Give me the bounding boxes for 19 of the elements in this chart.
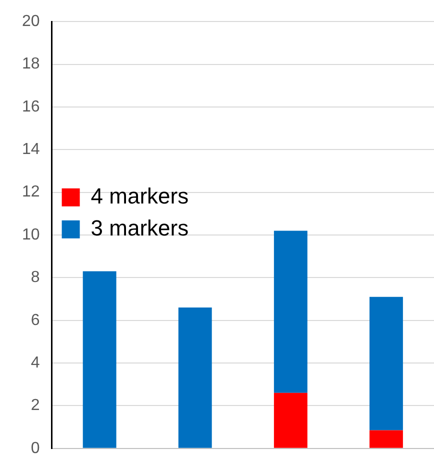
bar (178, 308, 212, 448)
y-tick-label: 8 (30, 269, 40, 286)
y-tick-label: 18 (22, 56, 40, 73)
y-tick-label: 20 (22, 13, 40, 30)
bar (82, 271, 116, 448)
bar (370, 430, 403, 448)
y-tick-label: 0 (30, 440, 40, 457)
y-tick-label: 10 (22, 226, 40, 244)
y-tick-label: 6 (30, 312, 40, 329)
y-tick-label: 12 (22, 184, 40, 201)
y-tick-label: 16 (22, 98, 40, 116)
bar (370, 296, 403, 430)
legend-label: 4 markers (90, 183, 189, 208)
y-tick-label: 2 (30, 397, 40, 414)
bar (274, 230, 308, 393)
y-tick-label: 14 (22, 141, 40, 158)
y-tick-label: 4 (30, 354, 40, 372)
legend-label: 3 markers (90, 215, 189, 240)
bar (274, 392, 308, 448)
